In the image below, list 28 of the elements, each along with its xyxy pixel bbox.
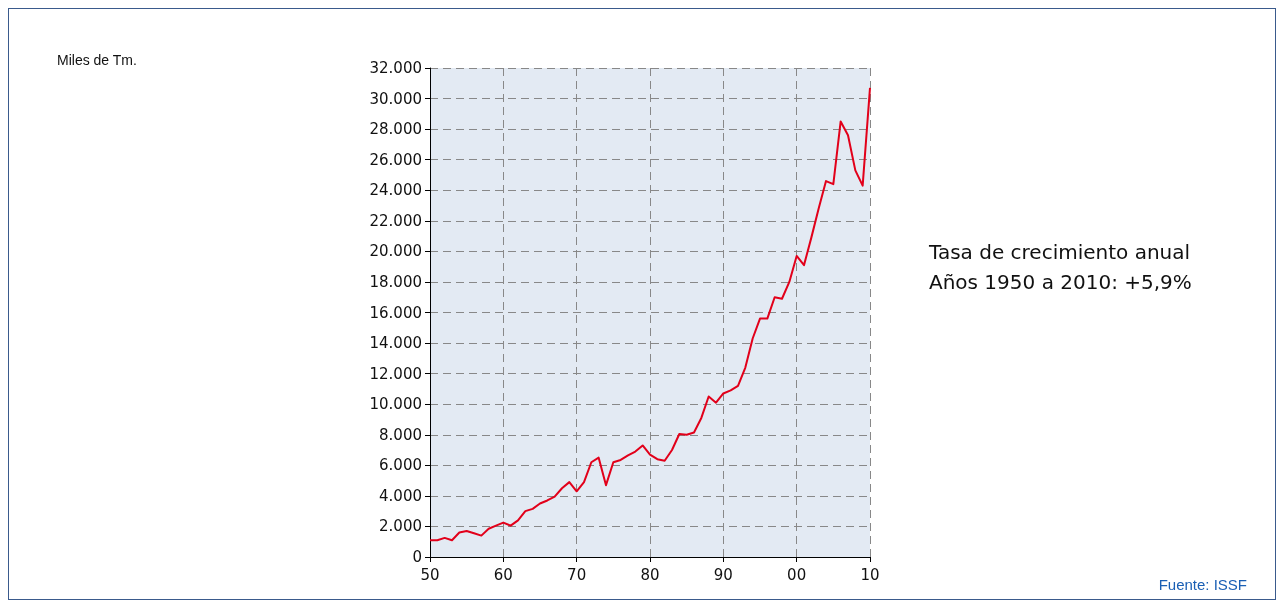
y-tick-label: 4.000 (379, 486, 422, 505)
y-tick-label: 14.000 (369, 334, 422, 353)
y-tick-label: 24.000 (369, 181, 422, 200)
x-tick-label: 80 (640, 565, 660, 584)
x-tick-label: 50 (420, 565, 440, 584)
source-note: Fuente: ISSF (1158, 576, 1247, 593)
y-tick-label: 10.000 (369, 395, 422, 414)
text: Miles de Tm. (57, 52, 137, 68)
y-tick-label: 26.000 (369, 150, 422, 169)
x-tick-label: 70 (567, 565, 587, 584)
y-tick-label: 12.000 (369, 364, 422, 383)
y-tick-label: 20.000 (369, 242, 422, 261)
y-tick-label: 16.000 (369, 303, 422, 322)
y-tick-label: 0 (412, 548, 422, 566)
y-tick-label: 30.000 (369, 89, 422, 108)
y-tick-label: 2.000 (379, 517, 422, 536)
y-tick-label: 28.000 (369, 120, 422, 139)
line-series (429, 86, 871, 542)
x-tick-label: 10 (860, 565, 880, 584)
y-tick-label: 32.000 (369, 59, 422, 77)
x-tick-label: 00 (787, 565, 807, 584)
y-tick-label: 18.000 (369, 272, 422, 291)
x-tick-label: 60 (493, 565, 513, 584)
y-tick-label: 8.000 (379, 425, 422, 444)
x-tick-label: 90 (713, 565, 733, 584)
y-tick-label: 6.000 (379, 456, 422, 475)
text: Tasa de crecimiento anual Años 1950 a 2010: +5,9% (928, 240, 1192, 294)
y-tick-label: 22.000 (369, 211, 422, 230)
